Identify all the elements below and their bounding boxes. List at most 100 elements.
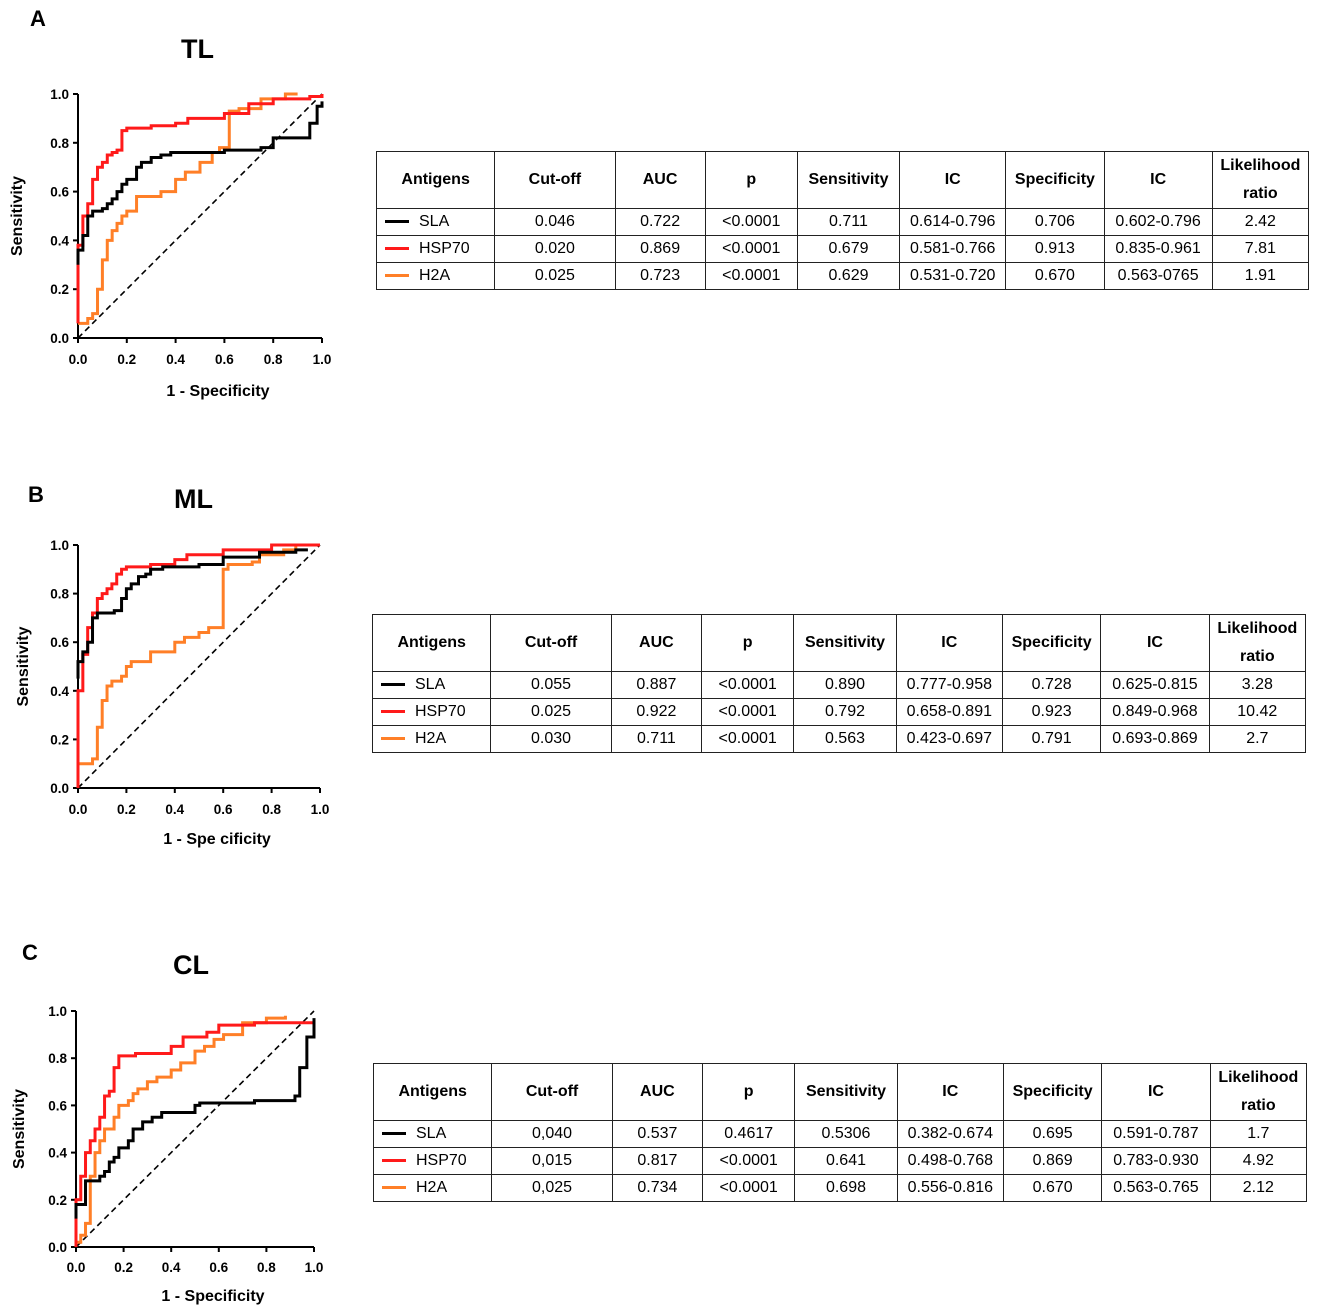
- table-cell-specificity: 0.670: [1005, 262, 1105, 290]
- stats-table-tl: Antigens Cut-off AUC p Sensitivity IC Specific…: [375, 151, 1310, 290]
- table-cell-lr: 1.7: [1209, 1120, 1308, 1148]
- roc-curve-sla: [76, 548, 308, 679]
- table-cell-ic2: 0.849-0.968: [1100, 698, 1210, 726]
- y-axis-label: Sensitivity: [11, 1089, 28, 1169]
- table-cell-ic1: 0.423-0.697: [895, 725, 1003, 753]
- table-cell-specificity: 0.706: [1005, 208, 1105, 236]
- column-header: p: [701, 614, 795, 672]
- table-cell-p: <0.0001: [704, 235, 798, 263]
- legend-cell: H2A: [371, 725, 492, 753]
- reference-diagonal: [75, 1010, 315, 1248]
- legend-line-icon: [385, 247, 409, 251]
- panel-b: B ML 0.0 0.2 0.4 0.6 0.8 1.0 0.0 0.2 0.4 0.6 0.8 1.…: [0, 470, 1319, 870]
- legend-line-icon: [381, 737, 405, 741]
- column-header: Specificity: [1001, 614, 1102, 672]
- table-row: SLA 0,040 0.537 0.4617 0.5306 0.382-0.674 0.69…: [372, 1120, 1308, 1148]
- column-header: Sensitivity: [793, 614, 897, 672]
- table-cell-ic2: 0.563-0765: [1103, 262, 1213, 290]
- table-cell-auc: 0.722: [614, 208, 706, 236]
- table-cell-ic1: 0.777-0.958: [895, 671, 1003, 699]
- column-header: Antigens: [371, 614, 492, 672]
- panel-letter: A: [30, 6, 46, 31]
- column-header: Likelihood ratio: [1208, 614, 1307, 672]
- table-cell-lr: 10.42: [1208, 698, 1307, 726]
- antigen-label: HSP70: [416, 1152, 467, 1169]
- legend-line-icon: [382, 1186, 406, 1190]
- column-header: IC: [1101, 1063, 1211, 1121]
- reference-diagonal: [77, 93, 323, 339]
- column-header: AUC: [611, 1063, 704, 1121]
- table-row: H2A 0.030 0.711 <0.0001 0.563 0.423-0.697 0.79…: [371, 725, 1307, 753]
- table-cell-ic1: 0.581-0.766: [899, 235, 1007, 263]
- x-axis-label: 1 - Specificity: [161, 1288, 264, 1305]
- column-header: Cut-off: [490, 614, 612, 672]
- x-tick-label: 0.6: [215, 352, 234, 367]
- table-cell-ic2: 0.693-0.869: [1100, 725, 1210, 753]
- table-cell-specificity: 0.913: [1005, 235, 1105, 263]
- table-cell-ic2: 0.591-0.787: [1101, 1120, 1211, 1148]
- table-cell-sensitivity: 0.698: [794, 1174, 898, 1202]
- column-header: Cut-off: [494, 151, 616, 209]
- table-cell-auc: 0.887: [610, 671, 703, 699]
- legend-line-icon: [382, 1159, 406, 1163]
- legend-cell: HSP70: [375, 235, 496, 263]
- table-cell-p: <0.0001: [702, 1174, 796, 1202]
- table-header-row: Antigens Cut-off AUC p Sensitivity IC Specific…: [372, 1063, 1308, 1121]
- legend-line-icon: [382, 1132, 406, 1136]
- antigen-label: SLA: [419, 213, 450, 230]
- column-header: Cut-off: [491, 1063, 613, 1121]
- antigen-label: HSP70: [419, 240, 470, 257]
- table-row: SLA 0.055 0.887 <0.0001 0.890 0.777-0.958 0.72…: [371, 671, 1307, 699]
- x-tick-label: 0.0: [69, 352, 88, 367]
- table-cell-lr: 7.81: [1211, 235, 1310, 263]
- roc-curve-h2a: [76, 545, 298, 788]
- table-header-row: Antigens Cut-off AUC p Sensitivity IC Specific…: [375, 151, 1310, 209]
- stats-table-ml: Antigens Cut-off AUC p Sensitivity IC Specific…: [371, 614, 1307, 753]
- table-cell-ic2: 0.625-0.815: [1100, 671, 1210, 699]
- y-tick-label: 0.0: [50, 331, 69, 346]
- x-tick-label: 0.6: [214, 802, 233, 817]
- table-cell-sensitivity: 0.792: [793, 698, 897, 726]
- table-cell-cutoff: 0,040: [491, 1120, 613, 1148]
- stats-table-cl: Antigens Cut-off AUC p Sensitivity IC Specific…: [372, 1063, 1308, 1202]
- x-tick-label: 0.2: [117, 352, 136, 367]
- column-header: Specificity: [1005, 151, 1105, 209]
- table-cell-p: 0.4617: [702, 1120, 796, 1148]
- table-cell-sensitivity: 0.641: [794, 1147, 898, 1175]
- y-tick-label: 0.6: [50, 635, 69, 650]
- table-cell-sensitivity: 0.679: [796, 235, 901, 263]
- x-tick-label: 0.4: [162, 1260, 181, 1275]
- legend-cell: SLA: [372, 1120, 493, 1148]
- table-cell-cutoff: 0.020: [494, 235, 616, 263]
- x-tick-label: 0.4: [165, 802, 184, 817]
- table-cell-auc: 0.723: [614, 262, 706, 290]
- column-header: IC: [896, 1063, 1004, 1121]
- table-cell-cutoff: 0.046: [494, 208, 616, 236]
- column-header: Sensitivity: [796, 151, 901, 209]
- table-row: H2A 0.025 0.723 <0.0001 0.629 0.531-0.720 0.67…: [375, 262, 1310, 290]
- y-tick-label: 0.4: [50, 233, 69, 248]
- y-tick-label: 0.2: [50, 282, 69, 297]
- panel-title: CL: [173, 950, 209, 980]
- x-tick-label: 0.0: [69, 802, 88, 817]
- table-cell-sensitivity: 0.629: [796, 262, 901, 290]
- table-cell-lr: 2.12: [1209, 1174, 1308, 1202]
- roc-curve-hsp70: [76, 543, 320, 788]
- x-tick-label: 0.8: [264, 352, 283, 367]
- column-header: AUC: [610, 614, 703, 672]
- roc-curve-h2a: [76, 1015, 287, 1244]
- table-cell-specificity: 0.791: [1001, 725, 1102, 753]
- table-cell-specificity: 0.923: [1001, 698, 1102, 726]
- table-cell-sensitivity: 0.5306: [794, 1120, 898, 1148]
- y-tick-label: 0.8: [50, 587, 69, 602]
- table-row: H2A 0,025 0.734 <0.0001 0.698 0.556-0.816 0.67…: [372, 1174, 1308, 1202]
- table-cell-cutoff: 0.025: [490, 698, 612, 726]
- column-header: IC: [1100, 614, 1210, 672]
- x-axis-label: 1 - Spe cificity: [163, 831, 271, 848]
- table-cell-p: <0.0001: [701, 671, 795, 699]
- legend-cell: H2A: [372, 1174, 493, 1202]
- antigen-label: H2A: [416, 1179, 448, 1196]
- table-cell-lr: 2.7: [1208, 725, 1307, 753]
- table-row: HSP70 0.025 0.922 <0.0001 0.792 0.658-0.891 0.…: [371, 698, 1307, 726]
- table-row: SLA 0.046 0.722 <0.0001 0.711 0.614-0.796 0.70…: [375, 208, 1310, 236]
